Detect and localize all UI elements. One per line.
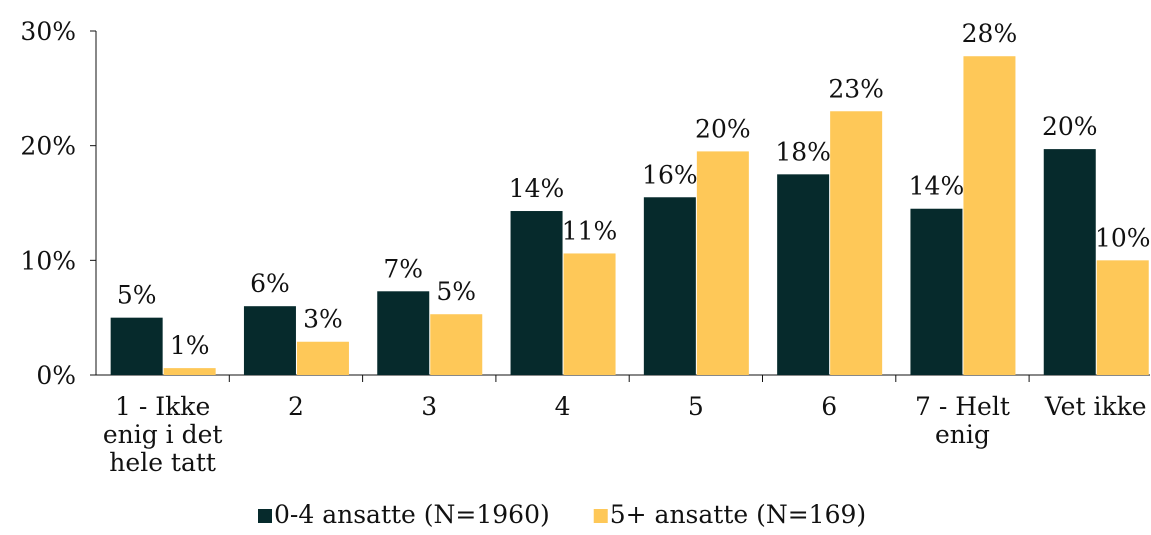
value-label: 5%	[117, 281, 157, 310]
y-tick-label: 0%	[36, 361, 76, 390]
y-tick-label: 20%	[20, 132, 76, 161]
bar	[830, 111, 883, 376]
value-label: 23%	[828, 74, 884, 103]
x-tick-label: 4	[555, 392, 571, 421]
bar	[163, 368, 216, 375]
bar	[430, 314, 483, 375]
value-label: 20%	[695, 114, 751, 143]
legend-swatch	[258, 509, 272, 523]
x-tick-label: 5	[688, 392, 704, 421]
value-label: 11%	[562, 216, 618, 245]
value-label: 1%	[170, 331, 210, 360]
value-label: 10%	[1095, 223, 1151, 252]
bar	[110, 317, 163, 375]
value-label: 16%	[642, 160, 698, 189]
bar	[1096, 260, 1149, 375]
value-label: 6%	[250, 269, 290, 298]
bar	[910, 208, 963, 375]
value-label: 5%	[436, 277, 476, 306]
bar	[563, 253, 616, 375]
bar	[377, 291, 430, 375]
y-tick-label: 10%	[20, 246, 76, 275]
x-tick-label: 7 - Helt enig	[915, 392, 1010, 449]
value-label: 20%	[1042, 112, 1098, 141]
y-tick-label: 30%	[20, 17, 76, 46]
bar	[963, 56, 1016, 376]
x-tick-label: 3	[421, 392, 437, 421]
x-tick-label: 6	[821, 392, 837, 421]
bar	[510, 211, 563, 375]
x-tick-label: 2	[288, 392, 304, 421]
value-label: 3%	[303, 305, 343, 334]
value-label: 28%	[962, 19, 1018, 48]
value-label: 14%	[509, 174, 565, 203]
value-label: 14%	[909, 172, 965, 201]
legend-swatch	[593, 509, 608, 523]
legend-label: 5+ ansatte (N=169)	[610, 500, 866, 529]
x-tick-label: Vet ikke	[1044, 392, 1147, 421]
bar	[777, 174, 830, 375]
value-label: 18%	[775, 137, 831, 166]
value-label: 7%	[383, 254, 423, 283]
bar	[643, 197, 696, 375]
bar	[1043, 149, 1096, 375]
x-tick-label: 1 - Ikke enig i det hele tatt	[103, 392, 223, 477]
bar	[243, 306, 296, 375]
bar	[696, 151, 749, 375]
bar	[296, 341, 349, 375]
legend-label: 0-4 ansatte (N=1960)	[274, 500, 550, 529]
